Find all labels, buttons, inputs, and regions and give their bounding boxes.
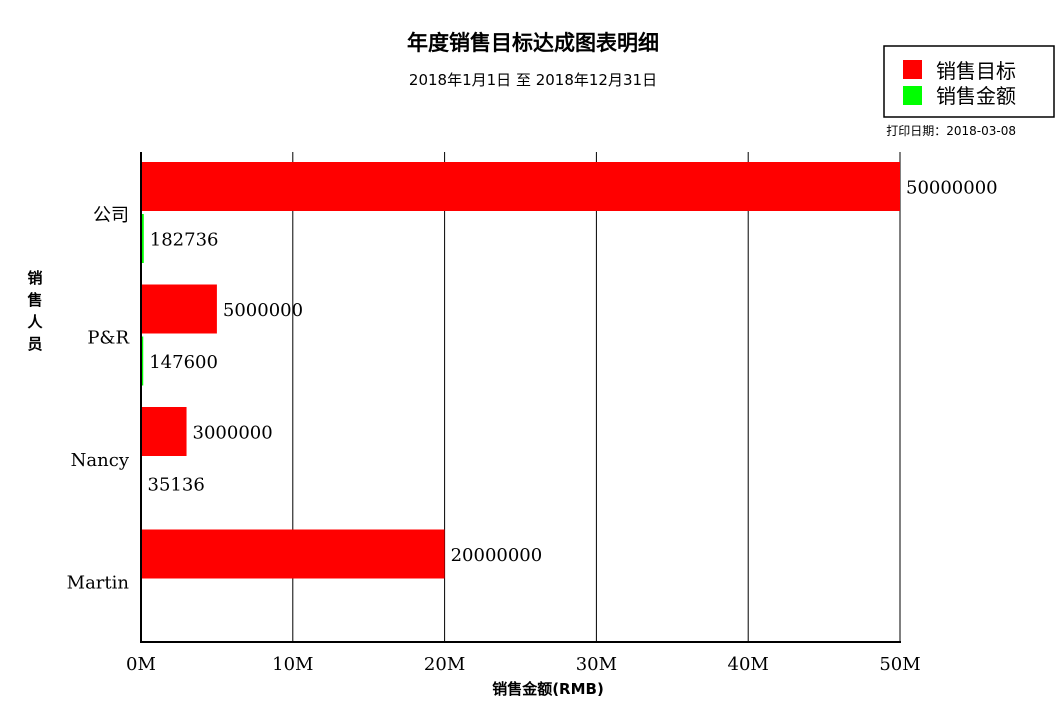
data-label: 182736 (150, 230, 219, 251)
print-date: 打印日期：2018-03-08 (886, 124, 1016, 138)
legend-swatch-target (903, 60, 922, 79)
legend-label-target: 销售目标 (936, 59, 1016, 83)
data-label: 147600 (149, 352, 218, 373)
bar-target (141, 162, 900, 211)
bar-target (141, 407, 187, 456)
x-tick-label: 20M (424, 654, 465, 675)
data-label: 3000000 (193, 423, 273, 444)
x-tick-labels: 0M 10M 20M 30M 40M 50M (126, 654, 921, 675)
legend: 销售目标 销售金额 (883, 45, 1055, 118)
category-label: 公司 (93, 205, 129, 226)
x-axis-title: 销售金额(RMB) (492, 680, 604, 698)
data-label: 35136 (148, 475, 205, 496)
bar-target (141, 284, 217, 334)
category-label: Martin (67, 573, 130, 594)
data-label: 20000000 (451, 545, 543, 566)
x-tick-label: 10M (272, 654, 313, 675)
y-axis-title-char: 销 (27, 269, 42, 287)
y-axis-title-char: 员 (27, 335, 42, 353)
y-axis-title-char: 人 (27, 313, 43, 331)
chart-subtitle: 2018年1月1日 至 2018年12月31日 (409, 71, 657, 89)
x-tick-label: 50M (879, 654, 920, 675)
category-label: Nancy (71, 450, 130, 471)
x-tick-label: 0M (126, 654, 156, 675)
bar-target (141, 529, 445, 579)
data-label: 50000000 (906, 178, 998, 199)
y-axis-title-char: 售 (27, 291, 42, 309)
x-tick-label: 40M (728, 654, 769, 675)
chart-title: 年度销售目标达成图表明细 (407, 31, 659, 55)
bars (141, 162, 900, 579)
x-tick-label: 30M (576, 654, 617, 675)
legend-swatch-amount (903, 86, 922, 105)
data-label: 5000000 (223, 300, 303, 321)
legend-label-amount: 销售金额 (936, 84, 1016, 108)
category-label: P&R (87, 328, 129, 349)
data-labels: 50000000 182736 5000000 147600 3000000 35136 2… (148, 178, 998, 567)
axes (140, 152, 901, 643)
category-labels: 公司 P&R Nancy Martin (67, 205, 130, 594)
legend-box (883, 45, 1055, 118)
bar-amount (141, 336, 144, 386)
bar-amount (141, 214, 144, 263)
y-axis-title: 销售人员 (27, 269, 43, 353)
